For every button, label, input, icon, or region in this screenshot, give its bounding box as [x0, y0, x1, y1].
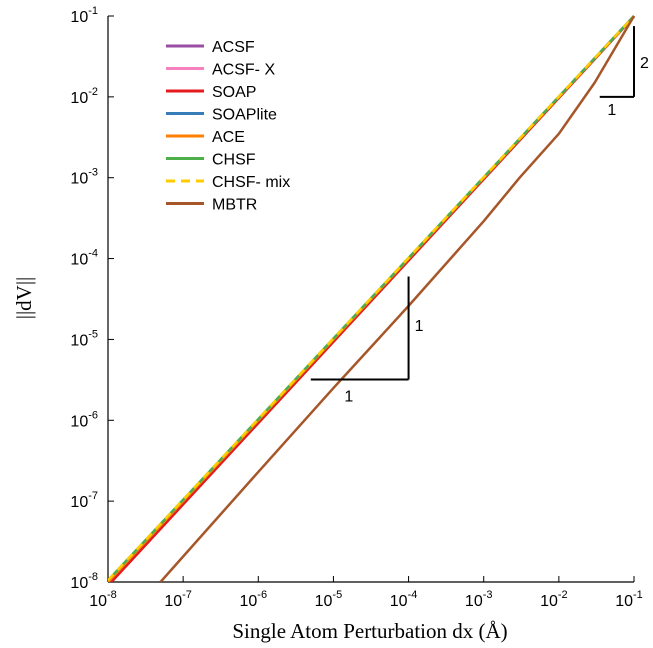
legend-label: ACE — [212, 129, 245, 146]
axes — [107, 16, 634, 583]
x-tick-label: 10-2 — [540, 589, 568, 610]
y-tick-label: 10-5 — [70, 328, 98, 349]
y-tick-label: 10-7 — [70, 490, 98, 511]
legend-label: MBTR — [212, 197, 257, 214]
series-line-chsf-mix — [108, 15, 635, 582]
y-tick-label: 10-1 — [70, 5, 98, 26]
series-lines — [108, 15, 636, 582]
legend-label: CHSF- mix — [212, 174, 290, 191]
x-tick-label: 10-5 — [315, 589, 343, 610]
x-axis-title: Single Atom Perturbation dx (Å) — [232, 619, 507, 643]
legend-label: SOAP — [212, 84, 256, 101]
y-tick-label: 10-3 — [70, 167, 98, 188]
series-line-mbtr — [159, 15, 636, 582]
slope-label-slope-run: 1 — [607, 102, 616, 119]
x-tick-label: 10-1 — [615, 589, 643, 610]
y-tick-label: 10-2 — [70, 86, 98, 107]
slope-label-slope-rise: 1 — [415, 318, 424, 335]
y-tick-label: 10-6 — [70, 409, 98, 430]
x-tick-label: 10-3 — [465, 589, 493, 610]
x-tick-label: 10-7 — [164, 589, 192, 610]
y-tick-label: 10-8 — [70, 571, 98, 592]
x-tick-label: 10-4 — [390, 589, 418, 610]
y-axis-title: ||dV|| — [12, 277, 36, 319]
legend-label: CHSF — [212, 152, 256, 169]
legend-label: ACSF — [212, 39, 255, 56]
slope-triangles: 1 1 2 1 — [310, 26, 649, 405]
ticks: 10-8 10-7 10-6 10-5 10-4 10-3 10-2 10-1 10-8 10-7… — [70, 5, 642, 610]
x-tick-label: 10-6 — [239, 589, 267, 610]
legend-label: SOAPlite — [212, 107, 277, 124]
slope-label-slope-rise: 2 — [640, 55, 649, 72]
slope-label-slope-run: 1 — [344, 388, 353, 405]
y-tick-label: 10-4 — [70, 248, 98, 269]
legend: ACSF ACSF- X SOAP SOAPlite ACE CHSF CHSF- mix M… — [166, 39, 290, 214]
x-tick-label: 10-8 — [89, 589, 117, 610]
legend-label: ACSF- X — [212, 62, 275, 79]
